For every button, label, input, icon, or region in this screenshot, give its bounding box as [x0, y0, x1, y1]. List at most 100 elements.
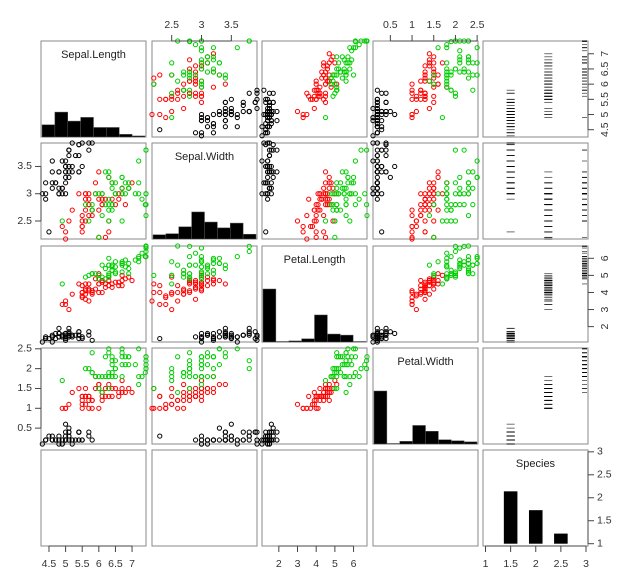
point-virginica [328, 373, 334, 380]
point-virginica [364, 212, 370, 219]
tick-label: 3.5 [224, 19, 239, 31]
point-versicolor [409, 223, 415, 230]
point-virginica [106, 196, 112, 202]
histogram-bar [327, 333, 341, 343]
point-virginica [435, 259, 441, 265]
panel-frame [261, 142, 368, 240]
point-versicolor [62, 405, 69, 411]
point-setosa [157, 335, 163, 342]
point-setosa [72, 437, 79, 443]
point-setosa [49, 158, 55, 164]
point-virginica [336, 191, 342, 197]
point-virginica [465, 57, 472, 63]
point-virginica [143, 191, 149, 197]
point-virginica [444, 84, 450, 90]
point-versicolor [76, 191, 82, 197]
point-setosa [374, 180, 380, 186]
point-virginica [106, 218, 112, 224]
point-setosa [274, 169, 280, 175]
point-setosa [374, 334, 380, 340]
point-setosa [204, 114, 211, 121]
point-virginica [358, 366, 364, 372]
point-virginica [181, 267, 187, 273]
point-versicolor [96, 271, 102, 277]
point-virginica [336, 66, 342, 72]
point-versicolor [151, 405, 157, 411]
point-versicolor [86, 288, 92, 294]
point-versicolor [426, 196, 433, 202]
point-virginica [431, 271, 437, 277]
point-virginica [470, 60, 476, 66]
point-setosa [76, 169, 82, 175]
point-virginica [334, 84, 340, 90]
point-setosa [76, 329, 82, 335]
point-virginica [350, 373, 357, 380]
point-versicolor [422, 75, 428, 81]
point-setosa [374, 152, 380, 159]
point-virginica [143, 212, 149, 219]
point-virginica [126, 354, 132, 360]
point-versicolor [409, 87, 415, 93]
point-setosa [265, 124, 271, 130]
point-versicolor [198, 389, 205, 396]
point-versicolor [192, 69, 199, 75]
point-virginica [457, 48, 463, 54]
point-versicolor [426, 202, 433, 208]
point-virginica [332, 72, 338, 78]
point-virginica [119, 346, 125, 352]
point-setosa [198, 117, 205, 124]
point-virginica [119, 260, 125, 267]
point-virginica [465, 271, 472, 277]
point-virginica [470, 202, 476, 208]
point-setosa [222, 111, 228, 118]
point-virginica [345, 346, 351, 352]
point-virginica [431, 272, 437, 278]
point-virginica [356, 373, 362, 380]
histogram-bar [438, 439, 452, 445]
tick-label: 2.5 [17, 343, 32, 355]
point-setosa [59, 441, 65, 447]
species-bar [554, 533, 568, 544]
panel-1-2 [259, 140, 370, 242]
tick-label: 1 [597, 537, 603, 549]
point-versicolor [321, 60, 327, 66]
point-virginica [334, 373, 340, 380]
histogram-bar [340, 334, 354, 343]
tick-label: 2.5 [554, 558, 569, 570]
point-virginica [198, 354, 205, 360]
point-versicolor [431, 66, 437, 72]
point-setosa [374, 102, 380, 109]
point-versicolor [222, 381, 228, 388]
point-virginica [343, 185, 349, 191]
panel-0-4 [482, 40, 589, 138]
point-versicolor [409, 90, 415, 96]
panel-frame [372, 245, 479, 343]
point-setosa [374, 99, 380, 105]
point-setosa [62, 330, 69, 337]
point-virginica [96, 191, 102, 197]
point-setosa [56, 325, 62, 331]
point-virginica [143, 354, 149, 360]
point-versicolor [431, 274, 437, 280]
point-setosa [383, 152, 389, 159]
point-virginica [474, 260, 480, 267]
point-setosa [198, 335, 205, 342]
point-virginica [82, 274, 89, 280]
point-setosa [254, 90, 260, 96]
point-virginica [431, 81, 437, 87]
point-virginica [210, 255, 217, 261]
point-virginica [204, 262, 211, 268]
point-virginica [96, 385, 102, 392]
point-versicolor [122, 202, 128, 208]
point-versicolor [431, 93, 437, 99]
point-virginica [350, 346, 357, 352]
point-virginica [169, 281, 175, 287]
point-versicolor [198, 281, 205, 287]
point-virginica [332, 385, 338, 392]
point-versicolor [422, 229, 428, 235]
point-setosa [265, 96, 271, 102]
point-setosa [204, 437, 211, 443]
point-virginica [198, 245, 205, 251]
point-versicolor [409, 81, 415, 87]
point-virginica [452, 66, 459, 72]
